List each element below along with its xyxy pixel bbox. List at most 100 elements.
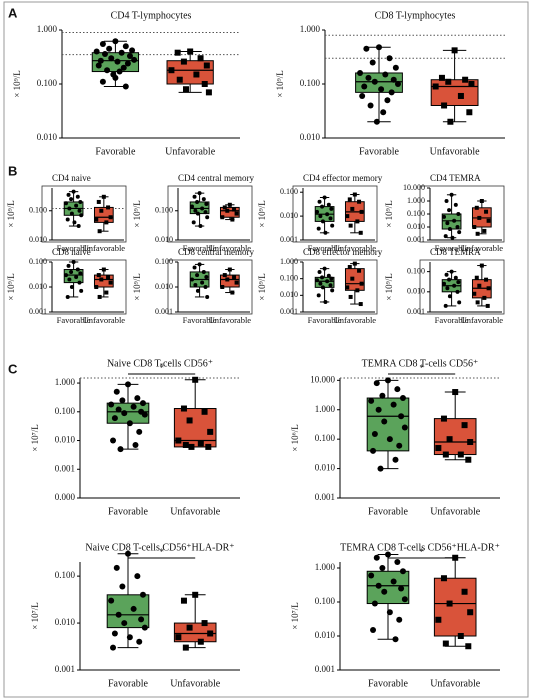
data-point [401, 424, 408, 431]
data-point [326, 273, 331, 278]
box [93, 206, 114, 223]
data-point [325, 279, 330, 284]
data-point [77, 280, 82, 285]
y-tick-label: 0.010 [155, 235, 173, 244]
data-point [462, 76, 469, 83]
data-point [440, 575, 447, 582]
data-point [320, 219, 325, 224]
data-point [116, 68, 123, 75]
y-axis-label: × 10⁶/L [290, 424, 300, 451]
data-point [461, 422, 468, 429]
data-point [114, 58, 121, 65]
y-tick-label: 0.010 [55, 435, 76, 445]
data-point [101, 267, 106, 272]
data-point [457, 92, 464, 99]
y-tick-label: 0.100 [407, 209, 425, 218]
data-point [472, 225, 477, 229]
panel-title: CD8 TEMRA [430, 247, 481, 257]
data-point [363, 45, 370, 52]
y-tick-label: 0.001 [407, 235, 425, 244]
data-point [441, 102, 448, 109]
data-point [394, 386, 401, 393]
data-point [445, 286, 450, 291]
data-point [126, 420, 133, 427]
data-point [75, 194, 80, 199]
data-point [447, 277, 452, 282]
plot-frame [292, 185, 378, 243]
y-tick-label: 0.010 [280, 290, 298, 299]
data-point [373, 554, 380, 561]
data-point [388, 89, 395, 96]
data-point [191, 220, 196, 225]
data-point [69, 285, 74, 289]
data-point [112, 38, 119, 45]
y-tick-label: 0.100 [29, 257, 47, 266]
data-point [197, 55, 204, 62]
data-point [198, 224, 203, 229]
data-point [192, 591, 199, 598]
data-point [192, 376, 199, 383]
data-point [361, 83, 368, 90]
x-category-label: Favorable [183, 243, 217, 253]
data-point [201, 408, 208, 415]
data-point [115, 406, 122, 413]
data-point [432, 83, 439, 90]
data-point [451, 47, 458, 54]
data-point [435, 445, 442, 452]
data-point [359, 209, 364, 214]
data-point [386, 55, 393, 62]
data-point [350, 206, 355, 211]
data-point [373, 118, 380, 125]
data-point [318, 281, 323, 286]
x-category-label: Favorable [368, 678, 409, 689]
data-point [322, 195, 327, 200]
data-point [453, 202, 458, 207]
data-point [443, 234, 448, 239]
data-point [121, 410, 128, 417]
data-point [452, 218, 457, 223]
data-point [131, 56, 138, 63]
data-point [461, 588, 468, 595]
y-tick-label: 0.010 [29, 235, 47, 244]
data-point [118, 49, 125, 56]
data-point [457, 300, 462, 305]
data-point [192, 265, 197, 270]
data-point [347, 197, 352, 202]
data-point [328, 216, 333, 221]
data-point [390, 76, 397, 83]
data-point [193, 71, 200, 78]
data-point [482, 295, 487, 300]
data-point [455, 225, 460, 229]
panel-title: CD4 effector memory [303, 173, 383, 183]
y-axis-label: × 10⁷/L [290, 602, 300, 629]
data-point [443, 303, 448, 308]
x-category-label: Unfavorable [209, 315, 252, 325]
data-point [65, 294, 70, 299]
data-point [317, 270, 322, 275]
data-point [168, 67, 175, 74]
significance-label: * [159, 547, 164, 557]
data-point [486, 218, 491, 223]
data-point [134, 395, 141, 402]
y-axis-label: × 10⁹/L [132, 273, 142, 300]
data-point [375, 406, 382, 413]
y-tick-label: 0.010 [55, 617, 76, 627]
data-point [345, 285, 350, 290]
data-point [204, 275, 209, 280]
data-point [320, 204, 325, 209]
data-point [72, 220, 77, 225]
data-point [64, 201, 69, 206]
data-point [126, 53, 133, 60]
box [433, 577, 477, 637]
data-point [197, 191, 202, 196]
data-point [129, 47, 136, 54]
data-point [74, 203, 79, 208]
data-point [204, 202, 209, 207]
plot-frame [419, 259, 505, 315]
data-point [97, 294, 102, 299]
data-point [78, 199, 83, 204]
data-point [222, 273, 227, 278]
data-point [180, 597, 187, 604]
data-point [180, 405, 187, 412]
x-category-label: Favorable [308, 243, 342, 253]
